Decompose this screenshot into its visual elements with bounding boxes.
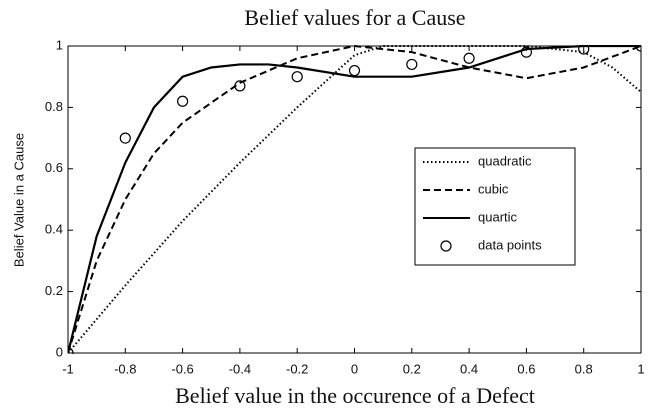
x-tick-label: 0 [351,361,358,376]
legend-label: quartic [478,209,518,224]
line-solid [68,45,641,354]
y-tick-label: 0 [56,344,63,359]
data-point [463,52,475,64]
x-tick-label: -0.6 [171,361,193,376]
x-tick-label: -1 [62,361,74,376]
x-tick-label: 1 [637,361,644,376]
legend-label: cubic [478,181,509,196]
x-tick-label: 0.4 [460,361,478,376]
x-tick-label: -0.8 [114,361,136,376]
data-point [520,46,533,58]
x-tick-label: -0.2 [286,361,308,376]
x-tick-label: -0.4 [229,361,251,376]
data-point [234,80,246,92]
data-point [68,347,74,354]
x-tick-label: 0.6 [517,361,535,376]
y-tick-label: 1 [56,37,63,52]
y-tick-label: 0.2 [45,283,63,298]
line-dotted [68,45,641,354]
legend-box [414,147,576,266]
chart-title: Belief values for a Cause [244,5,465,30]
plot-area [68,45,641,354]
x-axis-label: Belief value in the occurence of a Defec… [175,383,535,408]
data-point [406,58,418,71]
legend-swatch [440,240,452,252]
y-tick-label: 0.6 [45,160,63,175]
data-point [291,71,303,83]
y-axis-label: Belief Value in a Cause [11,133,26,267]
data-point [578,45,590,55]
x-tick-label: 0.2 [403,361,421,376]
x-tick-label: 0.8 [575,361,593,376]
data-point [348,64,361,77]
legend-label: quadratic [478,153,532,168]
y-tick-label: 0.4 [45,222,63,237]
legend-label: data points [478,237,542,252]
data-point [119,132,131,144]
data-point [635,45,641,52]
data-point [177,95,189,107]
y-tick-label: 0.8 [45,99,63,114]
